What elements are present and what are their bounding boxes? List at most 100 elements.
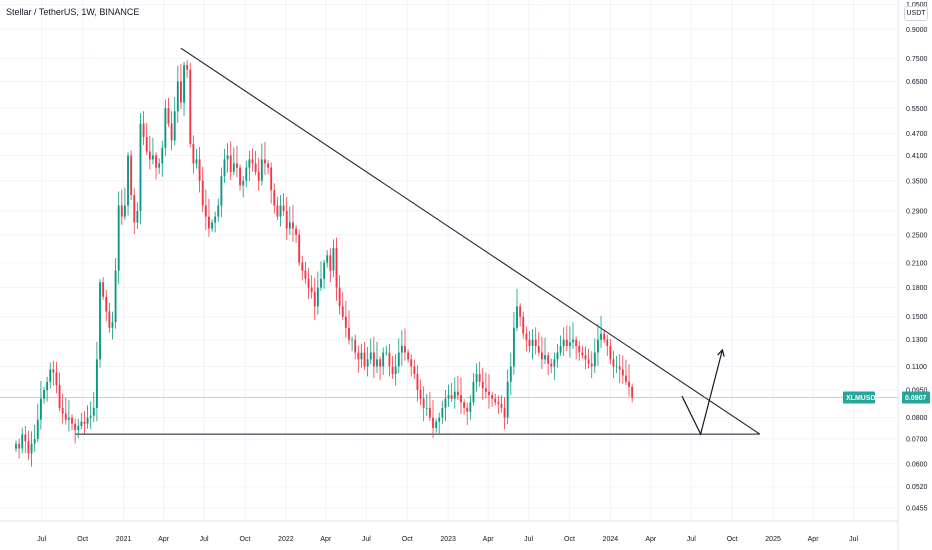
candle — [509, 352, 512, 396]
candle — [568, 326, 571, 358]
candle — [376, 341, 378, 374]
candle — [43, 386, 45, 404]
candle — [120, 189, 123, 225]
candle — [33, 424, 36, 452]
last-price-tag: XLMUSDT 0.0907 — [843, 391, 930, 404]
currency-button[interactable]: USDT — [904, 6, 928, 21]
candle — [593, 338, 596, 374]
candle — [236, 145, 238, 178]
price-tick-label: 0.0455 — [906, 506, 928, 513]
candle — [114, 258, 117, 329]
candle — [603, 330, 606, 343]
descending-trendline[interactable] — [180, 47, 761, 435]
price-tick-label: 1.0500 — [906, 2, 928, 9]
candle — [572, 322, 574, 349]
candle — [540, 336, 543, 370]
candle — [382, 347, 385, 375]
candle — [391, 355, 394, 379]
candle — [369, 338, 372, 365]
candle — [123, 187, 126, 220]
candle — [500, 395, 503, 413]
time-tick-label: Apr — [158, 536, 170, 543]
candle — [139, 113, 142, 225]
candle — [99, 279, 101, 368]
price-tick-label: 0.0600 — [906, 461, 928, 468]
candle — [204, 189, 207, 230]
candle — [584, 346, 587, 370]
candle — [388, 343, 391, 377]
candle — [348, 310, 350, 345]
candle — [251, 148, 254, 172]
candle — [621, 355, 624, 384]
chart-grid — [0, 0, 898, 521]
candle — [556, 343, 559, 368]
candle — [428, 392, 431, 421]
price-tick-label: 0.9000 — [906, 27, 928, 34]
candle — [320, 261, 322, 291]
symbol-title: Stellar / TetherUS, 1W, BINANCE — [6, 7, 140, 17]
time-tick-label: 2023 — [440, 536, 456, 543]
candle — [254, 151, 257, 176]
candle — [192, 135, 195, 174]
candle — [491, 392, 494, 407]
candle — [351, 336, 354, 352]
candle — [416, 365, 419, 402]
candle — [354, 334, 357, 360]
candle — [425, 393, 428, 417]
time-tick-label: Apr — [483, 536, 495, 543]
price-tick-label: 0.6500 — [906, 79, 928, 86]
time-tick-label: Jul — [37, 536, 46, 543]
candle — [133, 188, 136, 235]
price-tick-label: 0.1300 — [906, 337, 928, 344]
candle — [285, 196, 288, 241]
candle — [145, 122, 148, 155]
candle — [155, 152, 157, 180]
candle — [469, 395, 472, 420]
candle — [323, 259, 326, 289]
candle — [89, 401, 92, 430]
candle — [189, 62, 192, 148]
candle — [257, 157, 260, 191]
candle — [450, 382, 453, 402]
candle — [307, 268, 310, 300]
time-tick-label: Jul — [687, 536, 696, 543]
candle — [475, 363, 478, 392]
candle — [625, 359, 627, 386]
candle — [226, 143, 229, 173]
candle — [522, 311, 525, 339]
price-tick-label: 0.2900 — [906, 208, 928, 215]
candle — [587, 348, 590, 369]
candle — [229, 141, 232, 181]
candle — [503, 397, 506, 430]
candle — [519, 303, 522, 327]
candle — [316, 271, 319, 315]
candle — [456, 375, 459, 401]
candle — [270, 162, 273, 204]
trendline-drawings — [0, 47, 898, 436]
candle — [214, 211, 217, 233]
candle — [444, 389, 447, 422]
candle — [366, 347, 369, 377]
candle — [67, 400, 70, 432]
candle — [30, 431, 33, 467]
candle — [628, 364, 630, 397]
candle — [301, 255, 304, 281]
candle — [537, 331, 540, 356]
time-tick-label: Oct — [727, 536, 738, 543]
candle — [544, 337, 546, 365]
candle — [516, 288, 518, 332]
candle — [435, 418, 438, 433]
candle — [64, 397, 67, 425]
candle — [372, 336, 375, 379]
projection-path[interactable] — [681, 349, 723, 436]
candle — [304, 261, 307, 284]
candle — [167, 97, 170, 127]
time-tick-label: 2022 — [278, 536, 294, 543]
candle — [232, 147, 235, 176]
candle — [92, 392, 95, 423]
candle — [15, 440, 17, 452]
candle — [404, 328, 406, 361]
candle — [18, 438, 21, 459]
candle — [46, 376, 49, 402]
